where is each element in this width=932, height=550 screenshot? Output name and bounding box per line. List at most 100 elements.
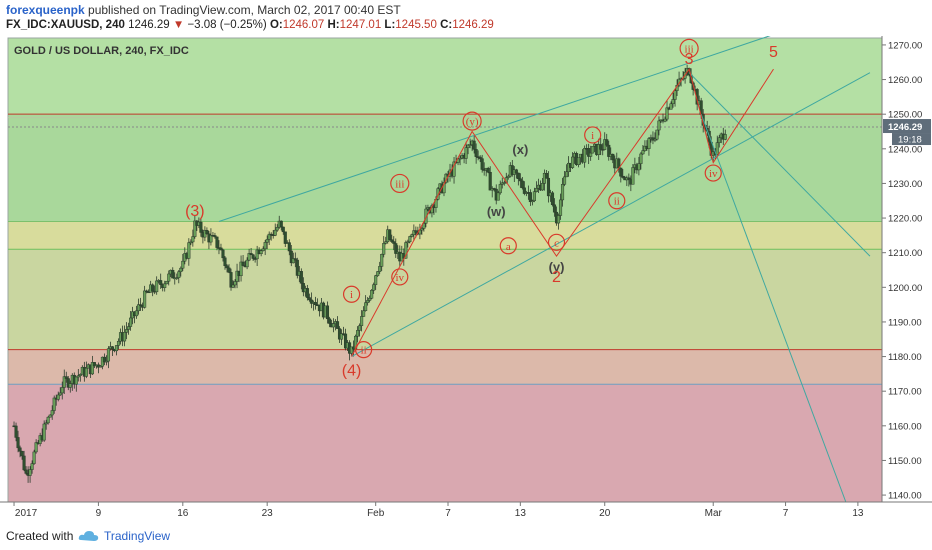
candle-body	[637, 163, 641, 171]
candle-body	[412, 230, 416, 235]
candle-body	[116, 340, 121, 346]
candle-body	[84, 367, 88, 377]
candle-body	[291, 258, 295, 264]
candle-body	[309, 299, 313, 304]
wave-label: c	[554, 237, 559, 249]
time-tick-label: 9	[96, 508, 102, 519]
candle-body	[488, 171, 492, 191]
candle-body	[669, 103, 673, 110]
candle-body	[605, 139, 609, 146]
candle-body	[76, 375, 80, 378]
candle-body	[671, 99, 675, 105]
wave-count-path	[351, 67, 774, 357]
wave-label: (y)	[549, 260, 565, 275]
candle-body	[225, 265, 229, 269]
candle-body	[139, 304, 143, 306]
time-axis[interactable]: 2017 9 16 23 Feb 7 13 20 Mar 7 13	[0, 501, 932, 519]
candle-body	[589, 152, 593, 157]
candle-body	[231, 284, 235, 288]
candle-body	[583, 148, 587, 163]
candle-body	[452, 161, 456, 177]
price-axis[interactable]: 1140.00 1150.00 1160.00 1170.00 1180.00 1190.…	[881, 36, 932, 522]
candle-body	[516, 172, 520, 179]
wave-label: ii	[361, 345, 367, 357]
trend-line	[700, 114, 847, 503]
candle-body	[514, 169, 518, 174]
candle-body	[335, 321, 340, 329]
candle-body	[227, 267, 231, 273]
wave-label-circle	[704, 164, 722, 182]
candle-body	[436, 188, 440, 200]
candle-body	[46, 416, 50, 424]
tradingview-cloud-icon	[78, 531, 99, 541]
candle-body	[259, 250, 263, 255]
candle-body	[181, 260, 185, 269]
candle-body	[215, 236, 219, 248]
candle-body	[110, 346, 115, 350]
candles-layer	[12, 64, 727, 483]
candle-body	[404, 242, 408, 259]
wave-label: 2	[552, 269, 561, 286]
candle-body	[498, 184, 502, 194]
time-tick-label: 7	[445, 508, 451, 519]
candle-body	[64, 376, 68, 379]
time-tick-label: 13	[852, 508, 864, 519]
wave-label: i	[591, 130, 594, 142]
author-link[interactable]: forexqueenpk	[6, 3, 85, 17]
publish-line: forexqueenpk published on TradingView.co…	[6, 3, 401, 17]
time-tick-label: 16	[177, 508, 189, 519]
candle-body	[223, 257, 227, 266]
candle-body	[366, 300, 370, 303]
candle-body	[546, 177, 551, 197]
candle-body	[356, 330, 360, 337]
candle-body	[532, 191, 536, 201]
low-value: 1245.50	[395, 19, 437, 31]
symbol-label: FX_IDC:XAUUSD, 240	[6, 19, 125, 31]
wave-label: (w)	[487, 204, 506, 219]
candle-body	[175, 277, 179, 279]
candle-body	[653, 138, 657, 141]
footer: Created with TradingView	[0, 522, 932, 550]
wave-label: i	[350, 289, 353, 301]
wave-label: iv	[709, 168, 718, 180]
trend-lines-layer	[218, 36, 871, 503]
last-price-badge-text: 1246.29	[888, 122, 922, 133]
candle-body	[155, 280, 159, 293]
candle-body	[68, 383, 72, 388]
tradingview-link[interactable]: TradingView	[104, 529, 171, 543]
candle-body	[34, 442, 38, 453]
wave-label-circle	[679, 38, 699, 58]
candle-body	[18, 447, 22, 452]
candle-body	[305, 288, 309, 298]
candle-body	[468, 144, 472, 146]
wave-label-circle	[462, 111, 482, 131]
wave-label: 5	[769, 44, 778, 61]
candle-body	[205, 230, 209, 235]
high-label: H:	[327, 19, 340, 31]
candle-body	[229, 272, 233, 288]
candle-body	[627, 177, 631, 180]
open-label: O:	[269, 19, 283, 31]
candle-body	[540, 183, 544, 191]
candle-body	[641, 150, 645, 155]
wave-label-circle	[390, 173, 410, 194]
candle-body	[213, 235, 217, 238]
price-tick-label: 1220.00	[888, 214, 922, 225]
candle-body	[382, 243, 386, 255]
candle-body	[376, 271, 380, 276]
candle-body	[647, 138, 651, 149]
candle-body	[122, 332, 127, 342]
candle-body	[289, 250, 293, 264]
candle-body	[145, 290, 149, 293]
candle-body	[239, 261, 243, 277]
ohlc-line: FX_IDC:XAUUSD, 240 1246.29 ▼ −3.08 (−0.2…	[6, 19, 494, 31]
candle-body	[241, 261, 245, 266]
low-label: L:	[384, 19, 396, 31]
candle-body	[506, 175, 510, 178]
candle-body	[124, 329, 129, 333]
candle-body	[56, 394, 60, 400]
price-tick-label: 1240.00	[888, 144, 922, 155]
candle-body	[478, 156, 482, 159]
candle-body	[30, 463, 34, 470]
